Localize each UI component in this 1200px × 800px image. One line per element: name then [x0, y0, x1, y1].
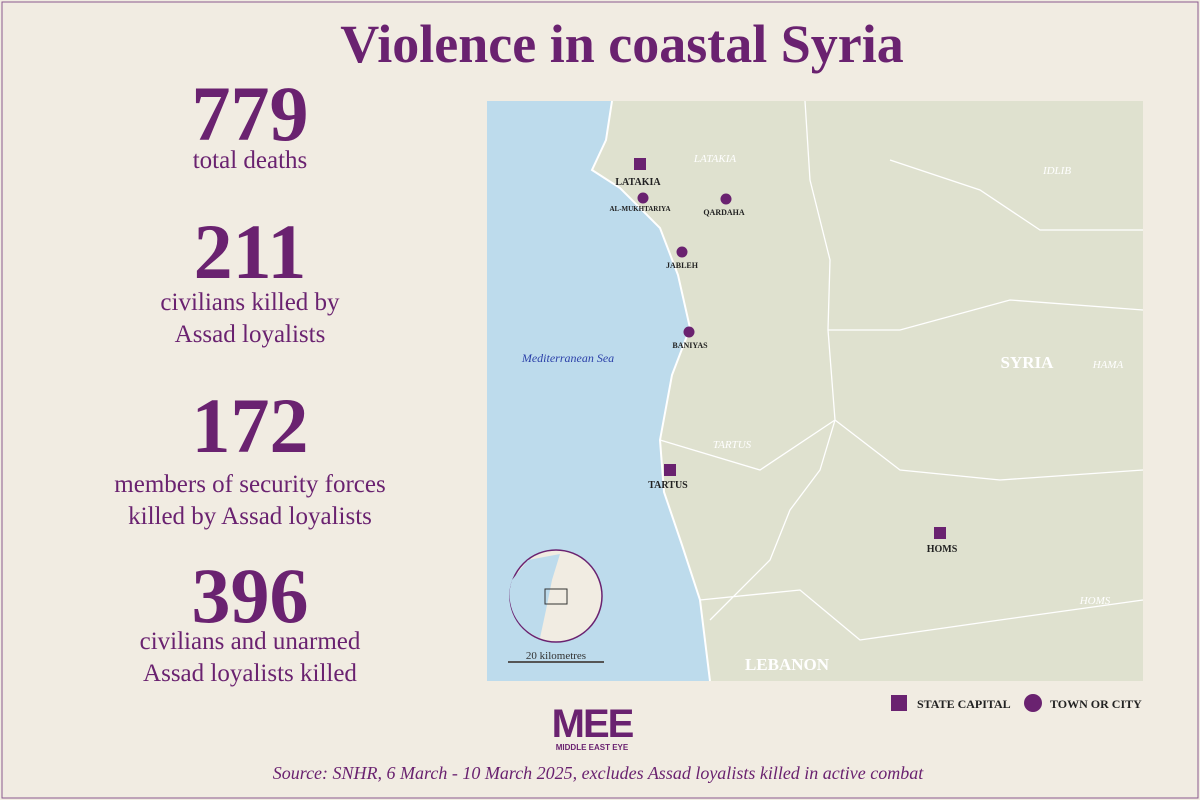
scale-label: 20 kilometres — [526, 650, 586, 662]
country-label: LEBANON — [745, 655, 830, 674]
place-label: TARTUS — [648, 480, 688, 491]
stat-value: 172 — [192, 382, 309, 469]
town-marker — [676, 246, 688, 258]
region-label: TARTUS — [713, 439, 752, 451]
logo-name: MIDDLE EAST EYE — [556, 743, 629, 752]
legend-square — [891, 695, 907, 711]
region-label: HAMA — [1092, 359, 1124, 371]
borders — [659, 100, 1144, 641]
stat-label: members of security forces — [114, 471, 385, 498]
stat-label: Assad loyalists killed — [143, 660, 357, 687]
place-label: LATAKIA — [615, 177, 661, 188]
place-label: JABLEH — [666, 261, 699, 270]
place-label: BANIYAS — [672, 341, 708, 350]
town-marker — [683, 326, 695, 338]
stat-value: 211 — [194, 208, 307, 295]
legend-label: STATE CAPITAL — [917, 697, 1011, 711]
stat-value: 396 — [192, 552, 309, 639]
country-label: SYRIA — [1001, 353, 1055, 372]
place-label: HOMS — [927, 544, 958, 555]
place-label: QARDAHA — [703, 208, 745, 217]
sea-label: Mediterranean Sea — [521, 351, 614, 365]
inset-sea — [509, 554, 560, 638]
capital-marker — [634, 158, 646, 170]
stat-label: total deaths — [193, 147, 308, 174]
sea — [487, 101, 710, 681]
logo-mark: MEE — [552, 702, 634, 746]
stat-label: killed by Assad loyalists — [128, 503, 372, 530]
stat-label: Assad loyalists — [175, 321, 326, 348]
source: Source: SNHR, 6 March - 10 March 2025, e… — [273, 763, 925, 783]
stat-label: civilians and unarmed — [140, 628, 361, 655]
title: Violence in coastal Syria — [340, 14, 903, 74]
legend-label: TOWN OR CITY — [1050, 697, 1142, 711]
stat-label: civilians killed by — [160, 289, 340, 316]
capital-marker — [934, 527, 946, 539]
region-label: IDLIB — [1042, 165, 1071, 177]
town-marker — [637, 192, 649, 204]
capital-marker — [664, 464, 676, 476]
region-label: HOMS — [1079, 595, 1111, 607]
map: Mediterranean Sea SYRIA LEBANON LATAKIA … — [487, 100, 1144, 682]
stat-value: 779 — [192, 70, 309, 157]
place-label: AL-MUKHTARIYA — [609, 205, 670, 213]
inset-box — [544, 588, 568, 605]
region-label: LATAKIA — [693, 153, 736, 165]
legend-circle — [1024, 694, 1042, 712]
town-marker — [720, 193, 732, 205]
